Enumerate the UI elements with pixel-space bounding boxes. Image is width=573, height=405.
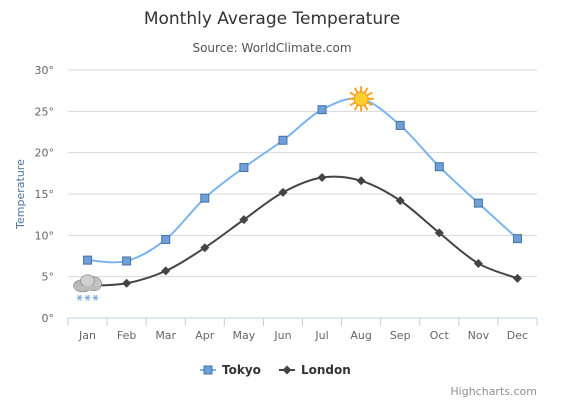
snow-cloud-icon	[73, 274, 102, 301]
x-tick-label: Apr	[195, 329, 215, 342]
data-point[interactable]	[356, 176, 366, 186]
legend: Tokyo London	[200, 363, 351, 377]
y-tick-label: 20°	[35, 147, 55, 160]
data-point[interactable]	[473, 258, 483, 268]
x-tick-label: Mar	[155, 329, 176, 342]
x-tick-label: Oct	[430, 329, 450, 342]
data-point[interactable]	[512, 273, 522, 283]
data-point[interactable]	[278, 187, 288, 197]
x-tick-label: Feb	[117, 329, 136, 342]
data-point[interactable]	[239, 215, 249, 225]
x-tick-label: Jul	[314, 329, 328, 342]
x-tick-label: May	[233, 329, 256, 342]
y-axis-ticks: 0° 5° 10° 15° 20° 25° 30°	[35, 64, 55, 325]
data-point[interactable]	[161, 266, 171, 276]
legend-label: Tokyo	[222, 363, 261, 377]
y-tick-label: 25°	[35, 105, 55, 118]
x-tick-label: Aug	[350, 329, 371, 342]
y-tick-label: 30°	[35, 64, 55, 77]
series-line	[87, 175, 518, 287]
data-point[interactable]	[200, 193, 210, 203]
y-tick-label: 0°	[42, 312, 55, 325]
y-tick-label: 15°	[35, 188, 55, 201]
data-point[interactable]	[161, 234, 171, 244]
data-point[interactable]	[317, 172, 327, 182]
data-point[interactable]	[200, 243, 210, 253]
x-tick-label: Dec	[507, 329, 528, 342]
data-point[interactable]	[278, 135, 288, 145]
legend-item-london[interactable]: London	[279, 363, 351, 377]
series-layer	[73, 85, 522, 301]
data-point[interactable]	[83, 255, 93, 265]
data-point[interactable]	[395, 196, 405, 206]
y-tick-label: 10°	[35, 229, 55, 242]
legend-label: London	[301, 363, 351, 377]
series-london	[73, 172, 522, 301]
legend-item-tokyo[interactable]: Tokyo	[200, 363, 261, 377]
y-axis-label: Temperature	[14, 159, 27, 230]
series-tokyo	[83, 85, 522, 266]
data-point[interactable]	[122, 278, 132, 288]
x-tick-label: Jun	[273, 329, 291, 342]
data-point[interactable]	[239, 163, 249, 173]
y-tick-label: 5°	[42, 271, 55, 284]
sun-icon	[348, 85, 375, 112]
chart-title: Monthly Average Temperature	[144, 9, 400, 29]
data-point[interactable]	[317, 105, 327, 115]
series-line	[87, 97, 519, 264]
gridlines	[68, 69, 537, 278]
data-point[interactable]	[434, 162, 444, 172]
x-tick-label: Nov	[468, 329, 490, 342]
data-point[interactable]	[122, 256, 132, 266]
data-point[interactable]	[434, 228, 444, 238]
data-point[interactable]	[473, 198, 483, 208]
data-point[interactable]	[512, 234, 522, 244]
x-axis: Jan Feb Mar Apr May Jun Jul Aug Sep Oct Nov Dec	[67, 317, 538, 342]
x-tick-label: Jan	[78, 329, 96, 342]
x-tick-label: Sep	[390, 329, 411, 342]
credits-link[interactable]: Highcharts.com	[450, 385, 537, 398]
data-point[interactable]	[395, 120, 405, 130]
chart-subtitle: Source: WorldClimate.com	[192, 41, 351, 55]
